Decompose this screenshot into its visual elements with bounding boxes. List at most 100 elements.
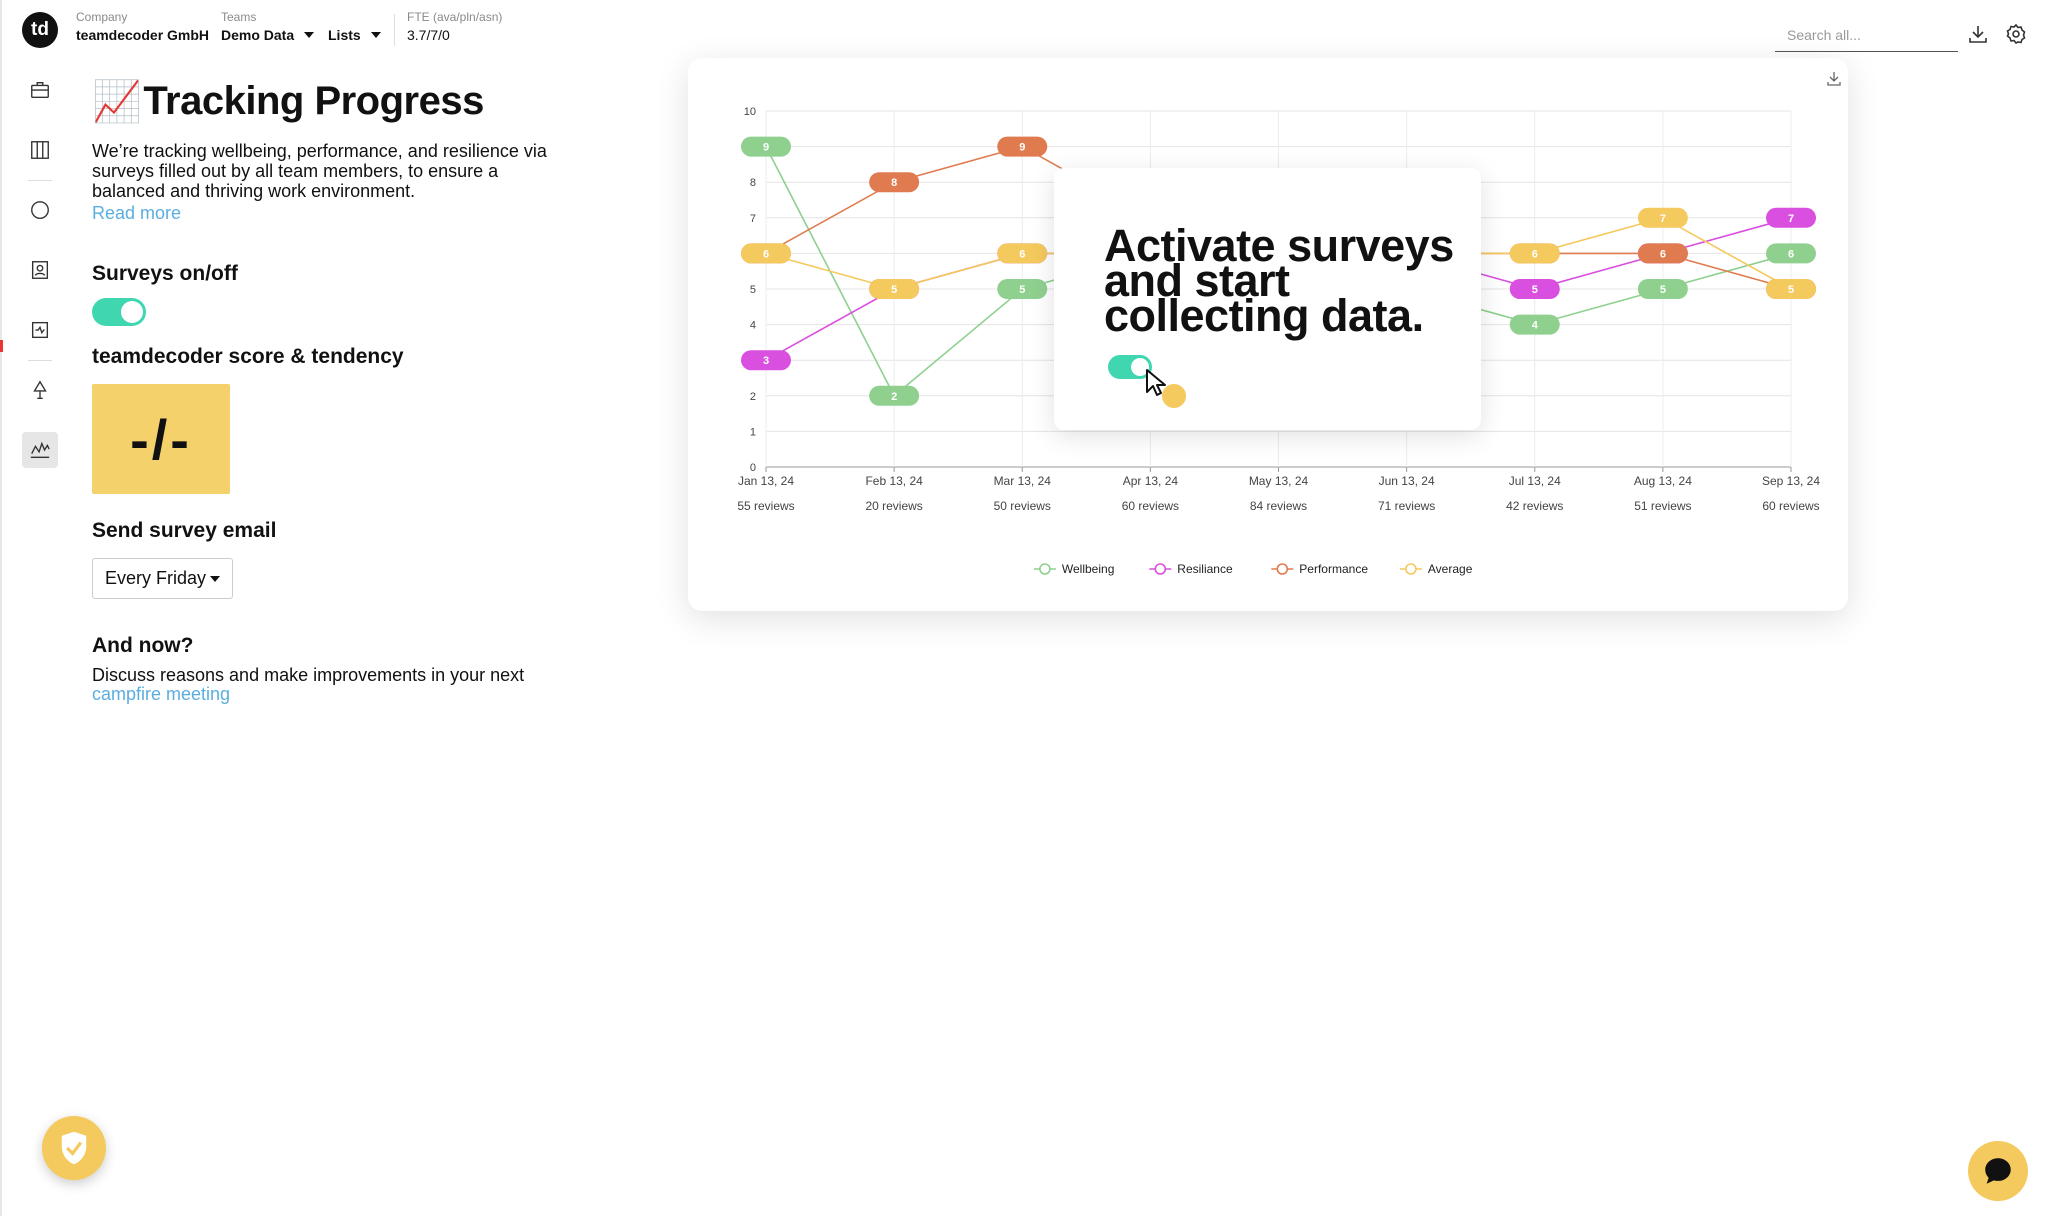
download-icon[interactable] [1966,22,1990,46]
sidebar-item-circles[interactable] [22,192,58,228]
chart-icon [30,441,50,459]
x-review-count-label: 51 reviews [1634,499,1691,513]
data-point-performance: 9 [997,136,1048,157]
overlay-toggle-illustration [1108,355,1152,379]
email-frequency-select[interactable]: Every Friday [92,558,233,599]
read-more-link[interactable]: Read more [92,203,182,223]
data-point-label: 5 [1019,284,1025,296]
data-point-pill [1509,314,1560,335]
data-point-label: 6 [763,248,769,260]
company-label: Company [76,10,128,24]
briefcase-icon [31,81,49,99]
lists-selector[interactable]: Lists [328,24,381,46]
sidebar-item-campfire[interactable] [22,372,58,408]
data-point-pill [1766,243,1816,264]
data-point-label: 6 [1788,248,1794,260]
app-logo[interactable]: td [22,12,58,48]
activity-icon [31,321,49,339]
data-point-pill [1766,207,1816,228]
data-point-pill [1766,279,1816,299]
data-point-average: 5 [1766,279,1816,299]
data-point-performance: 8 [869,172,920,193]
data-point-label: 5 [1660,284,1666,296]
sidebar-border [0,0,2,1216]
score-heading: teamdecoder score & tendency [92,345,404,368]
legend-label: Average [1428,562,1473,576]
sidebar-divider [28,360,52,361]
toggle-knob [1131,358,1149,376]
header-divider [394,14,395,46]
data-point-label: 6 [1019,248,1025,260]
teams-value: Demo Data [221,27,295,43]
toggle-knob [121,301,143,323]
page-description: We’re tracking wellbeing, performance, a… [92,141,547,201]
sidebar-item-activity[interactable] [22,312,58,348]
y-tick-label: 1 [750,426,756,438]
x-tick-label: Feb 13, 24 [865,474,923,488]
data-point-wellbeing: 5 [997,279,1048,299]
chart-download-icon[interactable] [1827,72,1841,86]
lists-dropdown[interactable]: Lists [328,24,381,46]
data-point-wellbeing: 2 [869,385,920,406]
email-frequency-value: Every Friday [105,568,207,588]
shield-check-button[interactable] [42,1116,106,1180]
sidebar-item-board[interactable] [22,132,58,168]
chat-bubble-icon [1985,1158,2011,1184]
legend-marker [1276,563,1289,575]
chat-button[interactable] [1968,1141,2028,1201]
portrait-icon [31,261,49,279]
campfire-meeting-link[interactable]: campfire meeting [92,684,231,704]
teams-dropdown[interactable]: Demo Data [221,24,315,46]
x-review-count-label: 20 reviews [865,499,922,513]
settings-icon[interactable] [2004,22,2028,46]
x-review-count-label: 42 reviews [1506,499,1563,513]
data-point-label: 5 [1532,284,1538,296]
legend-marker [1039,563,1051,575]
data-point-wellbeing: 4 [1509,314,1560,335]
y-tick-label: 8 [750,177,756,189]
data-point-wellbeing: 6 [1766,243,1816,264]
data-point-pill [741,243,791,264]
data-point-pill [869,172,920,193]
columns-icon [31,141,49,159]
circle-icon [31,201,49,219]
legend-marker [1405,563,1417,575]
teams-selector[interactable]: Teams Demo Data [221,10,315,46]
click-dot [1162,384,1186,408]
legend-item-average: Average [1399,562,1473,576]
data-point-label: 9 [1019,142,1025,154]
data-point-label: 6 [1532,248,1538,260]
surveys-heading: Surveys on/off [92,262,238,285]
data-point-resiliance: 3 [741,350,791,371]
data-point-label: 5 [1788,284,1794,296]
company-selector[interactable]: Company teamdecoder GmbH [76,10,209,46]
activate-surveys-overlay: Activate surveys and start collecting da… [1054,168,1481,430]
surveys-toggle[interactable] [92,298,146,326]
x-review-count-label: 71 reviews [1378,499,1435,513]
data-point-average: 7 [1637,207,1688,228]
chevron-down-icon [210,575,220,582]
sidebar-item-people[interactable] [22,252,58,288]
chevron-down-icon [370,32,381,38]
x-tick-label: Sep 13, 24 [1762,474,1820,488]
next-text: Discuss reasons and make improvements in… [92,665,525,685]
data-point-wellbeing: 5 [1637,279,1688,299]
sidebar-item-tracking[interactable] [22,432,58,468]
data-point-average: 5 [869,279,920,299]
sidebar-item-roles[interactable] [22,72,58,108]
data-point-pill [869,385,920,406]
data-point-pill [1637,279,1688,299]
data-point-label: 6 [1660,248,1666,260]
y-tick-label: 0 [750,462,756,474]
data-point-label: 5 [891,284,897,296]
x-tick-label: Jan 13, 24 [738,474,794,488]
data-point-average: 6 [741,243,791,264]
fte-indicator: FTE (ava/pln/asn) 3.7/7/0 [407,10,502,46]
data-point-label: 7 [1788,213,1794,225]
data-point-pill [1637,243,1688,264]
y-tick-label: 2 [750,391,756,403]
x-review-count-label: 60 reviews [1762,499,1819,513]
search-input[interactable]: Search all... [1775,20,1958,52]
sidebar-divider [28,180,52,181]
x-review-count-label: 50 reviews [994,499,1051,513]
